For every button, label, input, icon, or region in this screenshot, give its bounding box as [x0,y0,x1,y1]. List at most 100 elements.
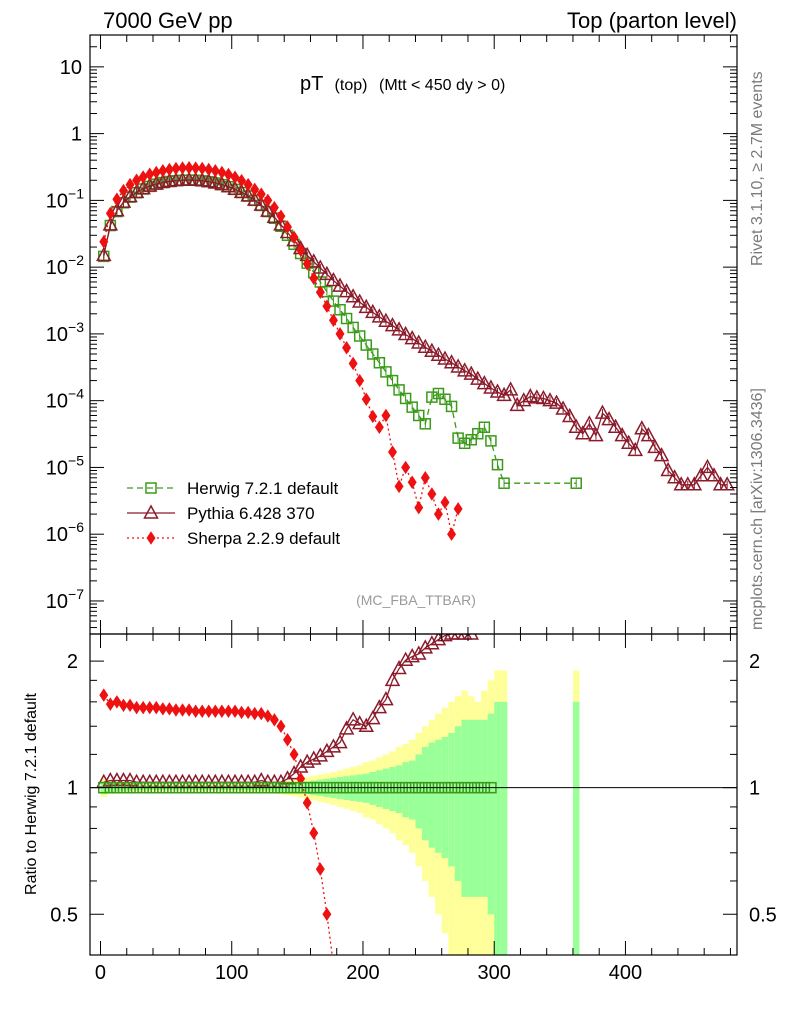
herwig-point [399,392,412,405]
pythia-ratio-point [299,753,315,768]
sherpa-point [328,313,338,328]
sherpa-point [217,165,227,180]
pythia-point [693,467,709,482]
ratio-y-tick-label-right: 1 [749,778,760,800]
pythia-point [141,177,158,192]
main-y-tick-label: 10−1 [46,185,84,212]
pythia-point [620,434,637,450]
pythia-point [351,293,368,308]
main-y-tick-label: 10−3 [46,319,84,346]
sherpa-point [322,299,332,313]
sherpa-point [105,206,115,221]
plot-title: pT (top) (Mtt < 450 dy > 0) [300,73,505,95]
pythia-ratio-point [351,715,368,730]
sherpa-point [132,173,142,188]
band-inner-bin [435,739,442,853]
pythia-point [345,288,361,303]
sherpa-point [164,162,174,177]
analysis-tag: (MC_FBA_TTBAR) [356,592,476,608]
pythia-legend-label: Pythia 6.428 370 [187,504,315,523]
herwig-point [347,321,359,334]
sherpa-point [381,408,391,423]
sherpa-point [125,177,135,192]
pythia-ratio-point [404,648,420,663]
plot-title-main: pT [300,73,323,95]
sherpa-point [420,471,430,485]
sherpa-ratio-point [302,796,312,810]
sherpa-ratio-point [171,703,181,717]
sherpa-point [453,502,463,516]
pythia-ratio-point [371,699,388,714]
pythia-point [647,438,663,454]
sherpa-point [197,161,207,176]
pythia-point [246,191,263,206]
pythia-point [122,188,138,203]
rivet-version-label: Rivet 3.1.10, ≥ 2.7M events [749,71,766,266]
x-tick-label: 100 [215,962,248,984]
herwig-point [353,330,366,342]
band-inner-bin [500,701,508,955]
band-inner-bin [389,766,396,812]
herwig-point [498,477,510,489]
pythia-point [102,216,119,231]
herwig-point [491,458,504,471]
sherpa-point [230,170,240,184]
pythia-point [378,312,394,327]
pythia-point [634,420,650,435]
header-right-label: Top (parton level) [567,8,737,33]
pythia-point [653,447,670,462]
herwig-point [334,304,346,316]
band-inner-bin [461,719,468,897]
pythia-point [450,358,466,373]
sherpa-point [158,164,168,178]
sherpa-point [283,220,292,234]
herwig-point [439,393,451,406]
pythia-point [384,317,401,332]
pythia-point [535,389,552,405]
sherpa-point [210,164,220,178]
sherpa-ratio-point [256,706,266,721]
pythia-point [128,183,145,199]
pythia-ratio-point [325,738,342,753]
sherpa-point [171,161,181,176]
pythia-point [260,202,276,217]
band-inner-bin [454,726,462,881]
pythia-ratio-point [279,770,296,785]
ratio-y-tick-label-right: 2 [749,651,760,673]
sherpa-ratio-point [184,703,194,717]
pythia-point [588,427,604,442]
sherpa-point [184,161,194,175]
pythia-point [443,354,460,369]
pythia-point [332,277,348,292]
pythia-ratio-point [338,720,355,735]
herwig-point [426,391,438,403]
herwig-point [419,418,432,430]
sherpa-point [374,420,384,434]
pythia-point [686,476,703,491]
sherpa-ratio-point [329,958,337,970]
sherpa-point [368,409,378,424]
sherpa-point [342,341,352,355]
pythia-point [233,183,250,199]
main-y-tick-label: 10 [60,57,82,79]
mcplots-label: mcplots.cern.ch [arXiv:1306.3436] [749,388,766,630]
pythia-point [279,223,296,239]
pythia-point [660,461,676,477]
band-inner-bin [369,771,377,805]
band-inner-bin [395,765,403,814]
ratio-y-tick-label: 2 [67,651,78,673]
pythia-ratio-point [345,711,361,726]
pythia-point [614,427,630,442]
sherpa-point [302,257,312,271]
herwig-point [386,374,399,387]
pythia-point [430,346,447,361]
pythia-point [135,180,151,195]
pythia-point [227,180,243,195]
sherpa-point [447,527,457,541]
sherpa-point [256,187,266,201]
pythia-ratio-point [424,635,440,650]
pythia-point [286,232,302,247]
pythia-point [410,334,427,349]
sherpa-ratio-point [243,705,253,720]
